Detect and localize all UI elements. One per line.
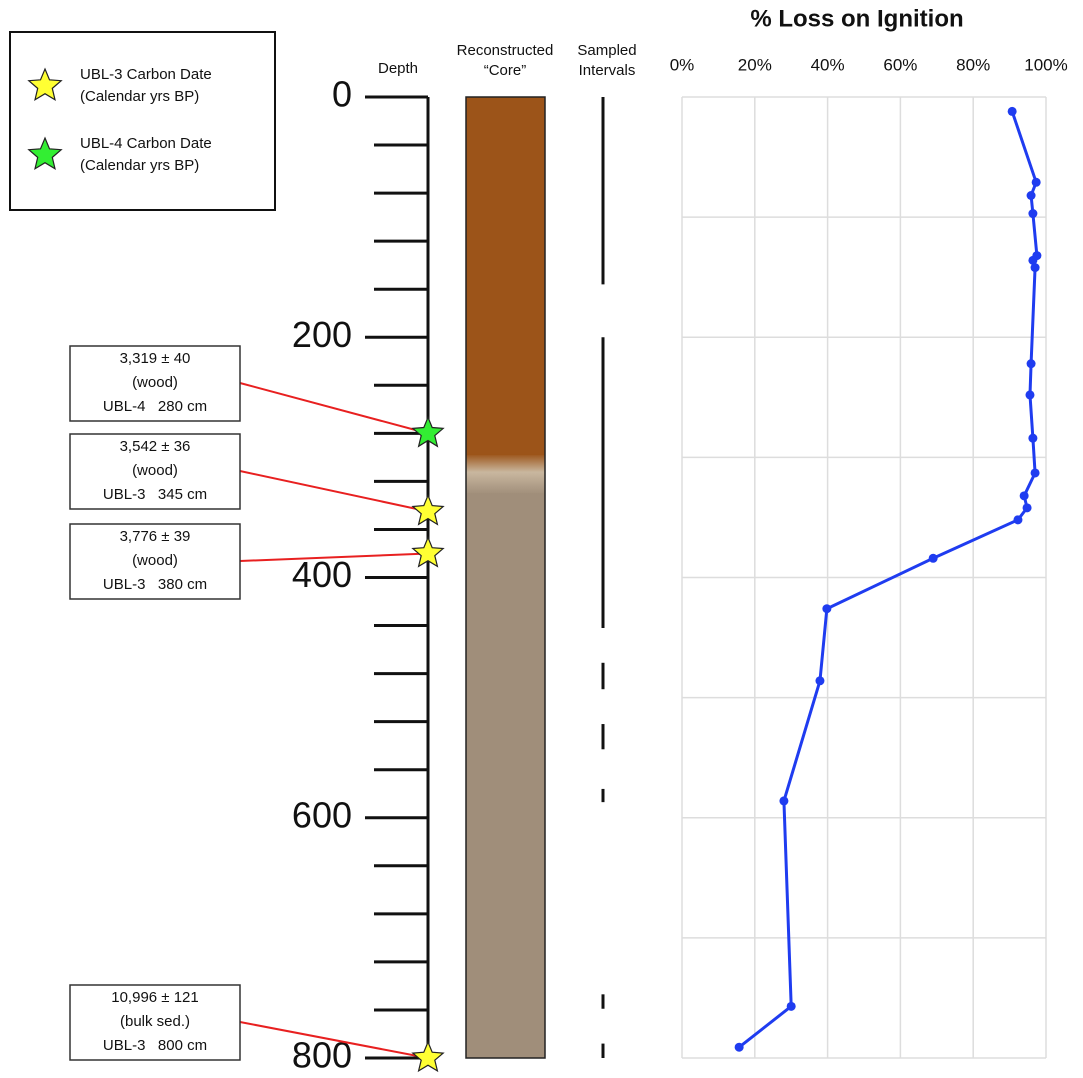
- date-label: UBL-3 345 cm: [103, 486, 207, 503]
- column-header: Sampled: [577, 42, 636, 59]
- loi-point: [1013, 515, 1022, 524]
- x-tick-label: 20%: [738, 55, 772, 74]
- column-header: Reconstructed: [457, 42, 554, 59]
- date-label: 3,319 ± 40: [120, 350, 191, 367]
- loi-point: [1008, 107, 1017, 116]
- loi-point: [1027, 191, 1036, 200]
- loi-point: [929, 554, 938, 563]
- loi-point: [1020, 491, 1029, 500]
- loi-point: [1032, 178, 1041, 187]
- y-tick-label: 0: [332, 74, 352, 115]
- y-tick-label: 200: [292, 314, 352, 355]
- date-label: 10,996 ± 121: [111, 989, 198, 1006]
- legend-label: (Calendar yrs BP): [80, 88, 199, 105]
- legend-box: [10, 32, 275, 210]
- core-unit: [466, 493, 545, 1058]
- loi-point: [735, 1043, 744, 1052]
- y-tick-label: 600: [292, 794, 352, 835]
- date-label: 3,542 ± 36: [120, 438, 191, 455]
- x-tick-label: 40%: [811, 55, 845, 74]
- date-label: 3,776 ± 39: [120, 528, 191, 545]
- loi-point: [1031, 263, 1040, 272]
- chart-title: % Loss on Ignition: [750, 5, 963, 32]
- x-tick-label: 80%: [956, 55, 990, 74]
- date-label: UBL-4 280 cm: [103, 398, 207, 415]
- loi-point: [822, 604, 831, 613]
- loi-point: [1028, 434, 1037, 443]
- loi-point: [779, 796, 788, 805]
- x-tick-label: 100%: [1024, 55, 1067, 74]
- column-header: Intervals: [579, 62, 636, 79]
- loi-point: [815, 676, 824, 685]
- y-tick-label: 400: [292, 554, 352, 595]
- leader-line: [240, 471, 428, 511]
- column-header: Depth: [378, 60, 418, 77]
- loi-point: [787, 1002, 796, 1011]
- legend-label: UBL-4 Carbon Date: [80, 135, 212, 152]
- date-label: UBL-3 380 cm: [103, 576, 207, 593]
- x-tick-label: 60%: [883, 55, 917, 74]
- core-unit: [466, 97, 545, 455]
- leader-line: [240, 383, 428, 433]
- legend-label: (Calendar yrs BP): [80, 157, 199, 174]
- loi-point: [1025, 390, 1034, 399]
- loi-point: [1027, 359, 1036, 368]
- y-tick-label: 800: [292, 1035, 352, 1076]
- loi-point: [1031, 468, 1040, 477]
- date-label: (wood): [132, 552, 178, 569]
- loi-line: [739, 111, 1037, 1047]
- legend-label: UBL-3 Carbon Date: [80, 66, 212, 83]
- loi-point: [1028, 209, 1037, 218]
- date-star: [413, 1042, 443, 1071]
- x-tick-label: 0%: [670, 55, 695, 74]
- date-label: UBL-3 800 cm: [103, 1037, 207, 1054]
- date-label: (wood): [132, 462, 178, 479]
- column-header: “Core”: [484, 62, 527, 79]
- date-label: (wood): [132, 374, 178, 391]
- loi-point: [1023, 503, 1032, 512]
- core-transition: [466, 454, 545, 494]
- figure: % Loss on Ignition Depth Reconstructed “…: [0, 0, 1083, 1078]
- date-label: (bulk sed.): [120, 1013, 190, 1030]
